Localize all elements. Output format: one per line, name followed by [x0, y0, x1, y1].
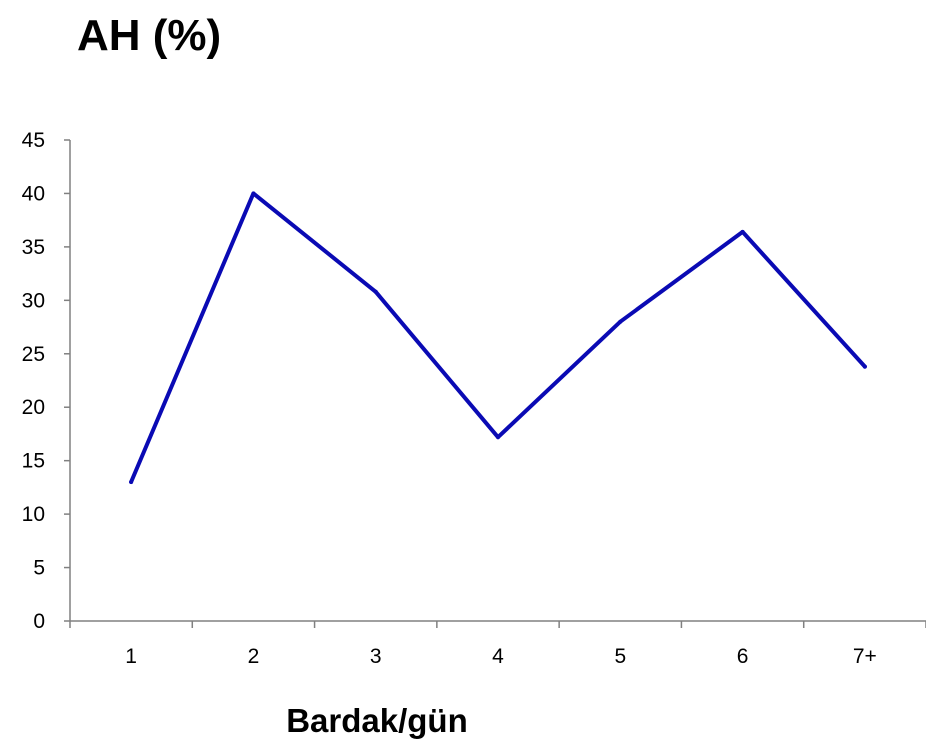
- y-tick-label: 30: [22, 289, 45, 312]
- y-tick-label: 5: [33, 557, 45, 580]
- data-point: [496, 435, 500, 440]
- y-tick-label: 0: [33, 610, 45, 633]
- data-point: [251, 191, 256, 196]
- x-tick-label: 6: [737, 645, 749, 668]
- y-tick-label: 35: [22, 236, 45, 259]
- y-tick-label: 25: [22, 343, 45, 366]
- x-tick-label: 7+: [853, 645, 877, 668]
- data-point: [618, 319, 623, 324]
- plot-area: [129, 191, 867, 485]
- data-point: [740, 229, 745, 234]
- y-tick-label: 45: [22, 129, 45, 152]
- y-tick-label: 15: [22, 450, 45, 473]
- chart-title: AH (%): [77, 11, 221, 60]
- data-point: [373, 289, 378, 294]
- data-point: [862, 364, 867, 369]
- x-axis: 1 2 3 4 5 6 7+: [69, 620, 926, 668]
- x-tick-label: 3: [370, 645, 382, 668]
- data-point: [129, 480, 134, 485]
- y-axis: 0 5 10 15 20 25 30 35 40 45: [22, 129, 71, 633]
- x-axis-label: Bardak/gün: [286, 702, 468, 739]
- x-tick-label: 4: [492, 645, 504, 668]
- x-tick-label: 1: [125, 645, 137, 668]
- x-tick-label: 2: [248, 645, 260, 668]
- y-tick-label: 20: [22, 396, 45, 419]
- y-tick-label: 40: [22, 182, 45, 205]
- y-tick-label: 10: [22, 503, 45, 526]
- x-tick-label: 5: [614, 645, 626, 668]
